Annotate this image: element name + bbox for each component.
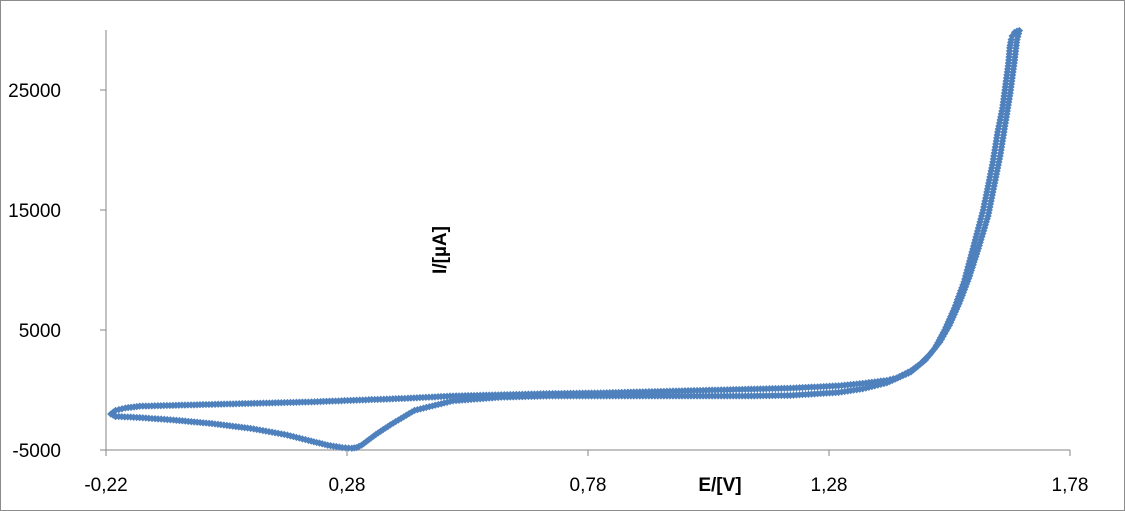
x-tick-label: -0,22 [84, 475, 127, 496]
data-point-marker [111, 412, 120, 421]
y-axis-title: I/[µA] [430, 226, 451, 274]
y-tick-label: 5000 [19, 321, 61, 342]
axes [105, 30, 1070, 451]
y-tick-label: 15000 [8, 201, 61, 222]
y-tick-label: 25000 [8, 81, 61, 102]
x-tick-label: 1,28 [811, 475, 848, 496]
series [107, 26, 1024, 452]
ticks: -0,22 0,28 0,78 1,28 1,78 -5000 5000 15000 25000 [8, 81, 1088, 496]
x-tick-label: 0,78 [570, 475, 607, 496]
x-tick-label: 0,28 [329, 475, 366, 496]
x-tick-label: 1,78 [1052, 475, 1089, 496]
y-tick-label: -5000 [12, 441, 61, 462]
x-axis-title: E/[V] [698, 475, 741, 496]
